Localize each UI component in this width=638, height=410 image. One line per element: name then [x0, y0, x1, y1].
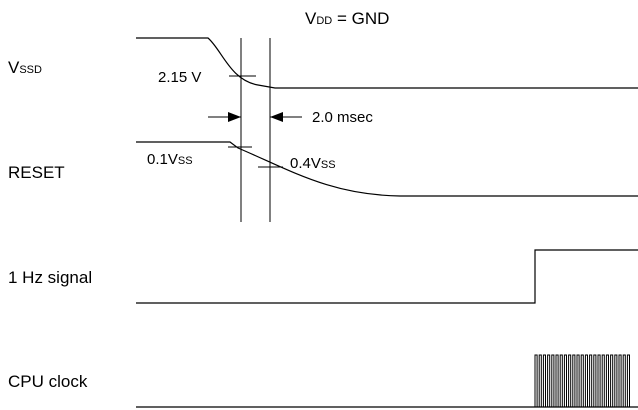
- vssd-waveform: [136, 37, 638, 89]
- reset-waveform: [136, 141, 638, 197]
- one-hz-waveform: [136, 249, 638, 304]
- cpu-clock-signal-label: CPU clock: [8, 372, 88, 391]
- reset-signal-label: RESET: [8, 163, 65, 182]
- delay-label: 2.0 msec: [312, 109, 373, 126]
- delay-arrow-right-head: [270, 112, 283, 122]
- vssd-signal-label: VSSD: [8, 58, 42, 77]
- cpu-clock-pulses: [534, 354, 632, 408]
- cpu-clock-burst: [534, 354, 632, 408]
- delay-arrow-left-head: [228, 112, 241, 122]
- reset-low-label: 0.1VSS: [147, 151, 193, 168]
- one-hz-signal-label: 1 Hz signal: [8, 268, 92, 287]
- diagram-title: VDD = GND: [305, 9, 389, 28]
- vssd-threshold-label: 2.15 V: [158, 69, 201, 86]
- reset-high-label: 0.4VSS: [290, 155, 336, 172]
